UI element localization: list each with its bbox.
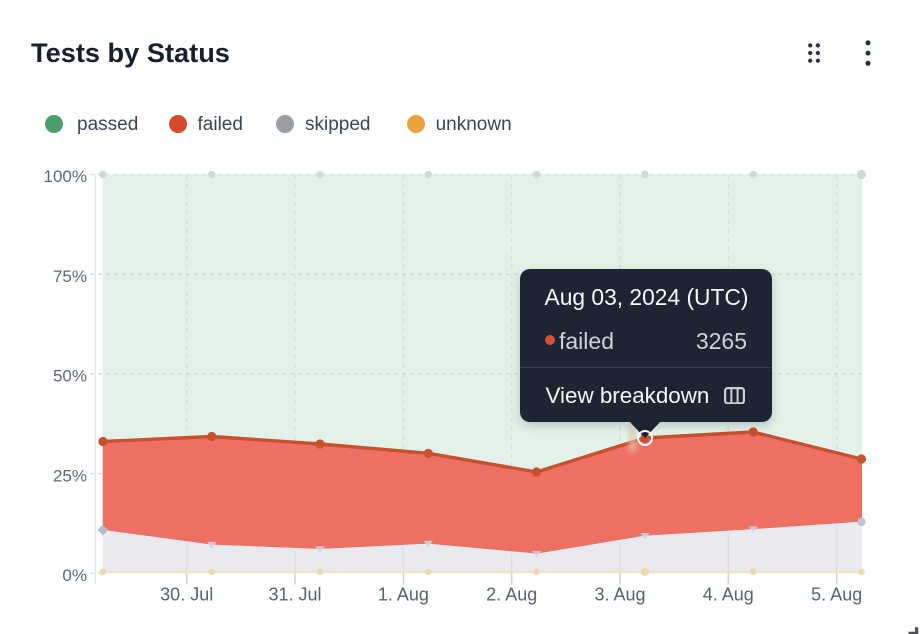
svg-text:0%: 0%: [62, 566, 87, 585]
svg-text:25%: 25%: [53, 466, 87, 485]
svg-text:3. Aug: 3. Aug: [594, 585, 645, 605]
svg-text:30. Jul: 30. Jul: [160, 585, 213, 605]
svg-text:75%: 75%: [53, 267, 87, 286]
svg-text:4. Aug: 4. Aug: [703, 585, 754, 605]
svg-text:1. Aug: 1. Aug: [378, 585, 429, 605]
svg-text:50%: 50%: [53, 367, 87, 386]
svg-text:2. Aug: 2. Aug: [486, 585, 537, 605]
svg-text:31. Jul: 31. Jul: [268, 585, 321, 605]
svg-text:5. Aug: 5. Aug: [811, 585, 862, 605]
svg-text:100%: 100%: [44, 167, 87, 186]
